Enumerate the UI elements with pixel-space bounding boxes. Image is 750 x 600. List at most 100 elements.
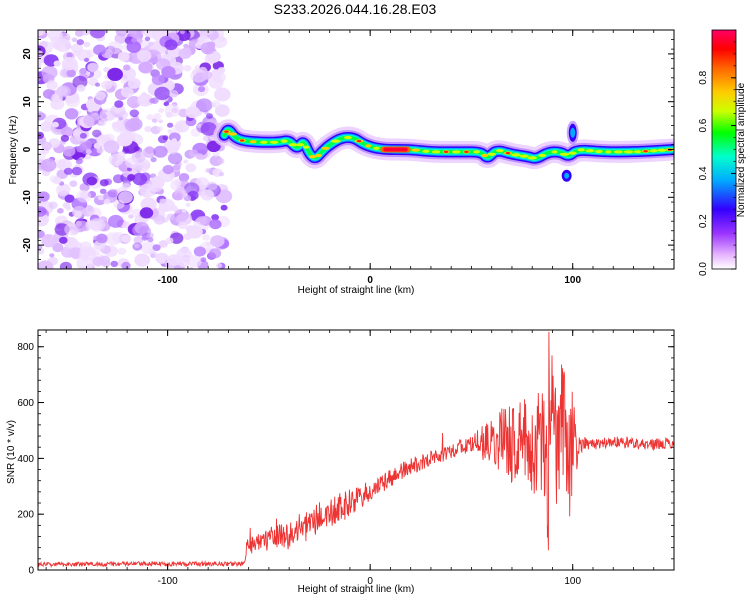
noise-blob bbox=[86, 176, 98, 186]
hotspot-peak bbox=[224, 130, 229, 133]
noise-blob bbox=[120, 78, 127, 84]
noise-blob bbox=[206, 113, 213, 119]
noise-blob bbox=[200, 257, 207, 262]
noise-blob bbox=[216, 87, 229, 98]
noise-blob bbox=[66, 52, 73, 58]
noise-blob bbox=[152, 244, 161, 252]
noise-blob bbox=[131, 37, 137, 43]
noise-blob bbox=[185, 163, 197, 173]
noise-blob bbox=[89, 30, 106, 39]
noise-blob bbox=[141, 30, 152, 36]
noise-blob bbox=[159, 198, 166, 204]
noise-blob bbox=[195, 73, 202, 79]
noise-blob bbox=[150, 157, 157, 163]
noise-blob bbox=[164, 39, 178, 51]
hotspot bbox=[527, 156, 537, 160]
noise-blob bbox=[210, 69, 222, 79]
noise-blob bbox=[117, 247, 127, 255]
noise-blob bbox=[99, 179, 109, 187]
noise-blob bbox=[153, 145, 168, 158]
noise-blob bbox=[114, 100, 124, 108]
spectrogram-track bbox=[213, 119, 674, 182]
noise-blob bbox=[159, 203, 170, 212]
noise-blob bbox=[96, 147, 105, 154]
noise-blob bbox=[76, 39, 85, 46]
hotspot bbox=[481, 153, 489, 158]
noise-blob bbox=[105, 232, 121, 246]
x-tick-label: -100 bbox=[158, 275, 178, 286]
noise-blob bbox=[137, 93, 153, 107]
noise-blob bbox=[95, 91, 106, 101]
noise-blob bbox=[121, 261, 131, 269]
noise-blob bbox=[38, 62, 42, 68]
noise-blob bbox=[217, 158, 225, 165]
noise-blob bbox=[200, 42, 216, 55]
noise-blob bbox=[112, 174, 124, 184]
noise-blob bbox=[127, 167, 132, 172]
noise-blob bbox=[50, 98, 65, 110]
noise-blob bbox=[41, 234, 57, 248]
spectrogram-xlabel: Height of straight line (km) bbox=[298, 285, 415, 296]
spike-center bbox=[570, 127, 576, 138]
noise-blob bbox=[38, 191, 50, 202]
noise-blob bbox=[209, 36, 216, 41]
noise-blob bbox=[145, 146, 154, 154]
noise-blob bbox=[93, 44, 107, 56]
noise-blob bbox=[142, 191, 150, 198]
y-tick-label: 20 bbox=[22, 48, 33, 60]
colorbar-tick-label: 0.2 bbox=[698, 214, 709, 228]
snr-axes: -100 0 100 0 200 400 600 800 bbox=[17, 330, 675, 587]
hotspot bbox=[472, 150, 481, 154]
noise-blob bbox=[76, 190, 92, 203]
noise-blob bbox=[144, 126, 152, 133]
hotspot bbox=[303, 145, 310, 149]
noise-blob bbox=[79, 132, 87, 139]
y-tick-label: 200 bbox=[17, 510, 34, 521]
y-tick-label: 800 bbox=[17, 342, 34, 353]
noise-blob bbox=[95, 82, 100, 87]
noise-blob bbox=[180, 30, 185, 34]
noise-blob bbox=[38, 206, 47, 217]
colorbar-label: Normalized spectral amplitude bbox=[736, 82, 747, 217]
x-tick-label: -100 bbox=[158, 576, 178, 587]
noise-blob bbox=[186, 254, 202, 268]
noise-blob bbox=[209, 219, 222, 230]
noise-blob bbox=[174, 180, 182, 187]
noise-blob bbox=[75, 158, 83, 165]
noise-blob bbox=[134, 243, 140, 248]
noise-blob bbox=[72, 75, 88, 89]
noise-blob bbox=[122, 183, 131, 191]
spectrogram-ylabel: Frequency (Hz) bbox=[8, 116, 19, 185]
noise-blob bbox=[119, 67, 136, 81]
hotspot bbox=[422, 149, 430, 153]
noise-blob bbox=[169, 90, 179, 98]
noise-blob bbox=[138, 61, 153, 74]
noise-blob bbox=[47, 30, 63, 42]
noise-blob bbox=[162, 164, 174, 175]
snr-frame bbox=[37, 329, 675, 571]
noise-blob bbox=[83, 41, 91, 48]
hotspot-peak bbox=[464, 150, 469, 153]
noise-blob bbox=[103, 140, 120, 154]
noise-blob bbox=[183, 65, 192, 72]
noise-blob bbox=[200, 122, 217, 136]
hotspot bbox=[269, 140, 279, 144]
hotspot bbox=[577, 148, 585, 152]
hotspot bbox=[365, 144, 372, 148]
noise-blob bbox=[79, 67, 87, 75]
noise-blob bbox=[103, 198, 111, 205]
noise-blob bbox=[151, 74, 165, 86]
noise-blob bbox=[87, 207, 93, 212]
hotspot-peak bbox=[239, 139, 245, 142]
noise-blob bbox=[71, 166, 83, 176]
noise-blob bbox=[74, 211, 83, 218]
noise-blob bbox=[101, 80, 113, 90]
noise-blob bbox=[162, 135, 169, 141]
noise-blob bbox=[83, 113, 99, 127]
noise-blob bbox=[127, 173, 136, 181]
hotspot bbox=[308, 155, 317, 159]
x-tick-label: 100 bbox=[564, 576, 581, 587]
noise-blob bbox=[115, 30, 128, 37]
noise-blob bbox=[40, 158, 57, 172]
noise-blob bbox=[41, 141, 53, 151]
